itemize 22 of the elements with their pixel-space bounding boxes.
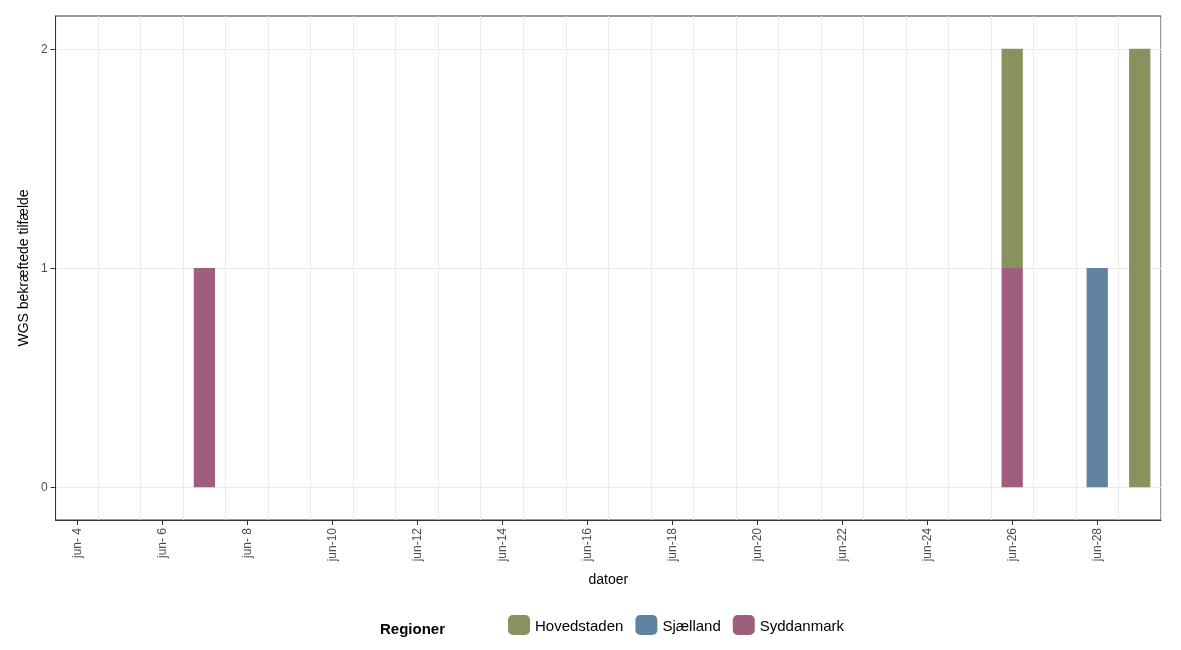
legend-label: Hovedstaden bbox=[535, 616, 624, 634]
x-axis-title: datoer bbox=[588, 571, 629, 587]
x-tick-label: jun-10 bbox=[324, 527, 339, 563]
legend-label: Syddanmark bbox=[759, 616, 845, 634]
x-tick-label: jun-16 bbox=[580, 527, 595, 563]
y-tick-label: 0 bbox=[40, 480, 48, 495]
x-tick-label: jun-14 bbox=[495, 527, 509, 563]
x-tick-label: jun-12 bbox=[409, 527, 424, 563]
x-tick-label: jun-26 bbox=[1005, 527, 1020, 563]
x-tick-label: jun- 6 bbox=[154, 527, 169, 560]
y-tick-label: 2 bbox=[40, 41, 48, 56]
y-axis-title: WGS bekræftede tilfælde bbox=[15, 189, 31, 347]
x-tick-label: jun-20 bbox=[750, 527, 765, 563]
x-tick-label: jun- 4 bbox=[69, 527, 84, 560]
x-tick-label: jun- 8 bbox=[239, 527, 254, 560]
y-tick-label: 1 bbox=[40, 261, 48, 275]
legend-title: Regioner bbox=[380, 620, 446, 637]
x-tick-label: jun-18 bbox=[665, 527, 680, 563]
x-tick-label: jun-28 bbox=[1090, 527, 1105, 563]
x-tick-label: jun-22 bbox=[835, 527, 850, 563]
legend-label: Sjælland bbox=[662, 616, 721, 634]
x-tick-label: jun-24 bbox=[920, 527, 935, 563]
